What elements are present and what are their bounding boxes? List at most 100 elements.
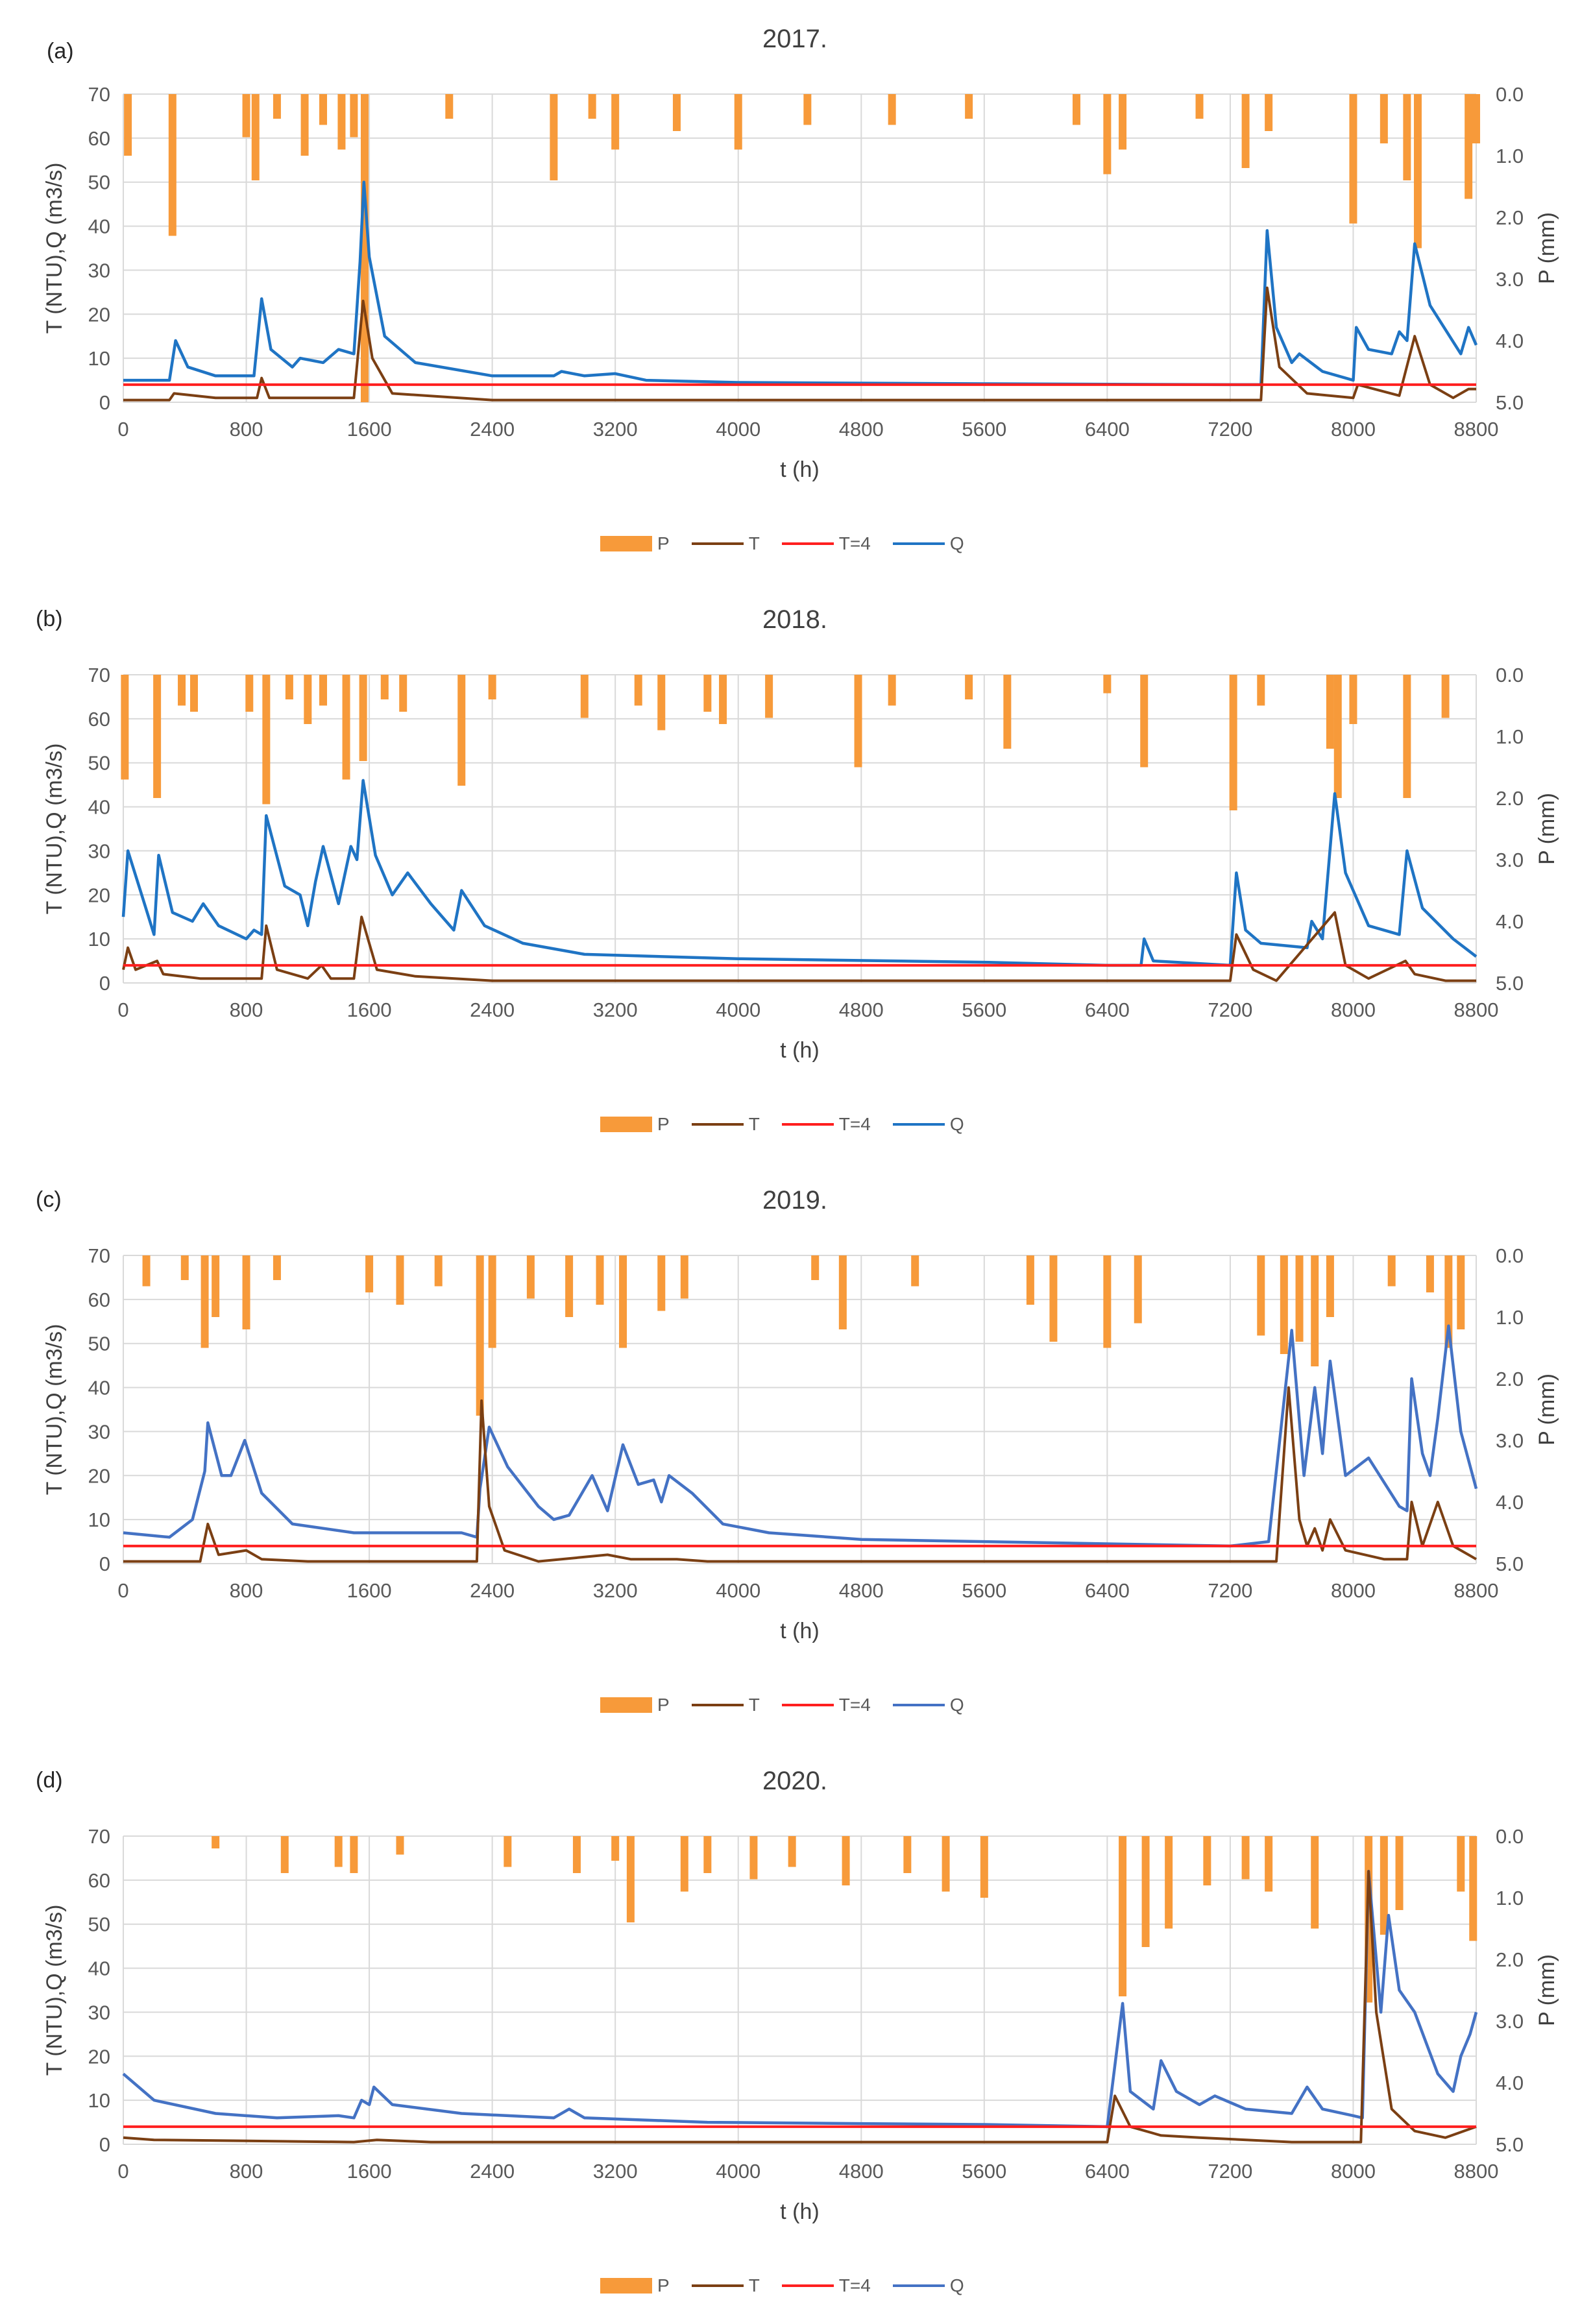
y-left-tick-label: 0	[99, 391, 110, 414]
precip-bar	[273, 1255, 281, 1280]
y-left-tick-label: 50	[88, 1913, 110, 1936]
x-tick-label: 6400	[1085, 1579, 1130, 1602]
y-left-tick-label: 50	[88, 1333, 110, 1355]
chart-title: 2020.	[762, 1767, 828, 1795]
legend: P T T=4 Q	[600, 1114, 986, 1135]
precip-bar	[1403, 675, 1411, 798]
x-tick-label: 3200	[593, 1579, 638, 1602]
precip-bar	[504, 1836, 512, 1867]
precip-bar	[1103, 94, 1112, 175]
x-axis-label: t (h)	[780, 1619, 819, 1643]
precip-bar	[251, 94, 260, 180]
precip-bar	[703, 675, 712, 712]
legend: P T T=4 Q	[600, 1695, 986, 1715]
legend-label-p: P	[657, 533, 670, 553]
legend-item-p: P	[600, 533, 670, 554]
precip-bar	[399, 675, 407, 712]
x-tick-label: 8800	[1454, 999, 1499, 1021]
chart-2018: 0 800 1600 2400 3200 4000 4800 5600 6400 7200 8000…	[42, 664, 1559, 1063]
y-left-tick-label: 10	[88, 2089, 110, 2112]
precip-bar	[526, 1255, 535, 1299]
precip-bar	[854, 675, 862, 768]
y-right-tick-label: 2.0	[1496, 206, 1524, 229]
precip-bar	[1426, 1255, 1434, 1292]
precip-bar	[888, 675, 896, 706]
y-left-tick-label: 20	[88, 1464, 110, 1487]
y-right-tick-label: 4.0	[1496, 2072, 1524, 2094]
chart-2017: 0 800 1600 2400 3200 4000 4800 5600 6400 7200 8000…	[42, 83, 1559, 482]
y-right-axis-label: P (mm)	[1535, 212, 1559, 284]
precip-bar	[245, 675, 254, 712]
precip-bar	[319, 94, 328, 125]
x-tick-label: 4000	[716, 2160, 760, 2183]
precip-bar	[980, 1836, 988, 1898]
precip-bar	[285, 675, 293, 699]
x-tick-label: 5600	[962, 1579, 1006, 1602]
precip-bar	[1349, 675, 1357, 724]
chart-2019: 0 800 1600 2400 3200 4000 4800 5600 6400 7200 8000…	[42, 1244, 1559, 1643]
x-tick-label: 8000	[1331, 418, 1376, 441]
legend: P T T=4 Q	[600, 2275, 986, 2296]
x-tick-label: 8000	[1331, 1579, 1376, 1602]
y-right-tick-label: 1.0	[1496, 145, 1524, 167]
y-left-tick-label: 50	[88, 171, 110, 194]
legend-item-p: P	[600, 2275, 670, 2296]
precip-bar	[212, 1836, 220, 1848]
x-tick-label: 4800	[839, 418, 884, 441]
legend-item-t4: T=4	[781, 1695, 871, 1715]
y-left-tick-label: 60	[88, 127, 110, 150]
legend-item-q: Q	[892, 1695, 964, 1715]
y-right-tick-label: 5.0	[1496, 972, 1524, 995]
precip-bar	[1326, 675, 1334, 749]
x-tick-label: 800	[230, 1579, 263, 1602]
legend-swatch-t	[691, 1704, 744, 1706]
legend-label-p: P	[657, 1114, 670, 1134]
precip-bar	[396, 1255, 404, 1305]
x-tick-label: 6400	[1085, 999, 1130, 1021]
x-tick-label: 4000	[716, 418, 760, 441]
y-right-tick-label: 5.0	[1496, 391, 1524, 414]
legend-swatch-q	[892, 542, 945, 545]
y-right-tick-label: 1.0	[1496, 1887, 1524, 1909]
legend-swatch-t4	[781, 1704, 834, 1706]
precip-bar	[942, 1836, 950, 1892]
precip-bar	[672, 94, 681, 131]
precip-bar	[1103, 675, 1112, 694]
x-tick-label: 0	[117, 418, 128, 441]
precip-bar	[1257, 1255, 1265, 1336]
precip-bar	[350, 94, 358, 138]
precip-bar	[965, 94, 973, 119]
precip-bar	[911, 1255, 919, 1287]
y-left-axis-label: T (NTU),Q (m3/s)	[42, 744, 67, 915]
panel-a: (a) 2017. 0 800 1600 2400 3200 4000 4800 5600 64…	[0, 0, 1593, 581]
x-axis-label: t (h)	[780, 1038, 819, 1063]
panel-d: (d) 2020. 0 800 1600 2400 3200 4000 4800 5600 64…	[0, 1742, 1593, 2323]
x-tick-label: 8800	[1454, 2160, 1499, 2183]
precip-bar	[488, 1255, 496, 1348]
x-axis-label: t (h)	[780, 457, 819, 482]
x-tick-label: 7200	[1208, 418, 1252, 441]
legend-swatch-t	[691, 1123, 744, 1126]
precip-bar	[124, 94, 132, 156]
precip-bar	[965, 675, 973, 699]
x-tick-label: 2400	[470, 999, 515, 1021]
y-left-tick-label: 30	[88, 1420, 110, 1443]
legend-label-q: Q	[949, 533, 964, 553]
precip-bar	[1311, 1836, 1319, 1929]
precip-bar	[1026, 1255, 1034, 1305]
precip-bar	[596, 1255, 604, 1305]
x-tick-label: 1600	[347, 2160, 392, 2183]
precip-bar	[476, 1255, 484, 1416]
y-left-tick-label: 40	[88, 215, 110, 238]
precip-bar	[1141, 1836, 1150, 1947]
y-right-tick-label: 4.0	[1496, 330, 1524, 352]
x-tick-label: 8000	[1331, 2160, 1376, 2183]
y-left-tick-label: 70	[88, 1244, 110, 1267]
x-tick-label: 7200	[1208, 2160, 1252, 2183]
precip-bar	[1457, 1836, 1465, 1892]
y-left-axis-label: T (NTU),Q (m3/s)	[42, 1324, 67, 1495]
precip-bar	[1203, 1836, 1211, 1885]
y-right-tick-label: 1.0	[1496, 1306, 1524, 1329]
precip-bar	[1241, 1836, 1250, 1880]
legend-label-t: T	[748, 533, 760, 553]
